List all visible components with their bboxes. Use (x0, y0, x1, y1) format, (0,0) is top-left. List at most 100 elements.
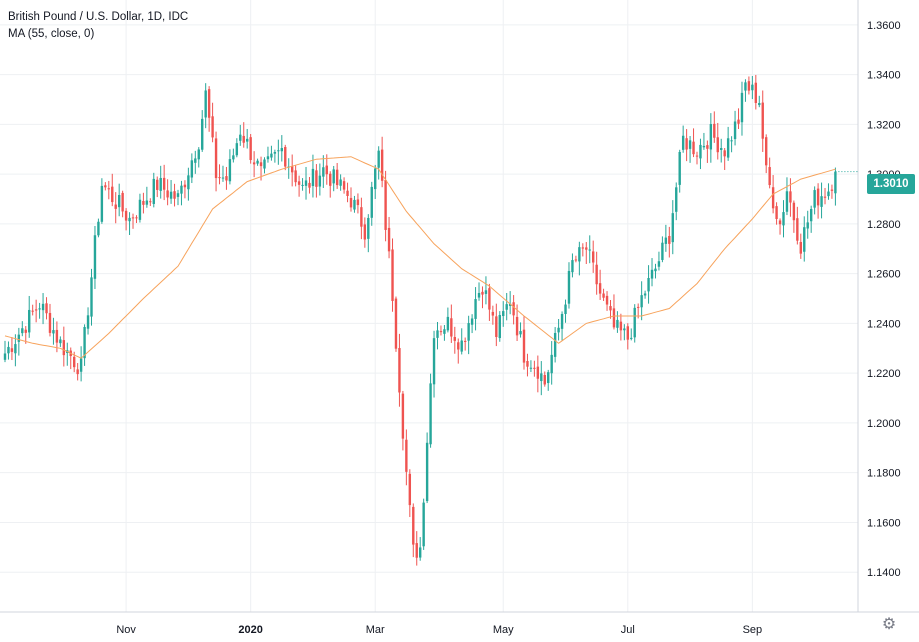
candle-body (318, 175, 322, 187)
candle-body (706, 145, 709, 149)
candle-body (284, 147, 287, 167)
gear-icon[interactable]: ⚙ (881, 616, 897, 633)
price-tick-label: 1.3400 (867, 70, 901, 82)
candle-body (294, 170, 297, 183)
candle-body (650, 269, 654, 279)
candle-body (809, 209, 813, 222)
candle-body (332, 169, 335, 184)
candle-body (636, 306, 640, 308)
candle-body (422, 502, 425, 547)
candle-body (304, 180, 308, 186)
candle-body (232, 155, 235, 160)
candle-body (432, 338, 436, 385)
candle-body (138, 199, 142, 220)
candle-body (709, 124, 713, 150)
candle-body (124, 210, 128, 221)
candle-body (827, 191, 830, 197)
candle-body (97, 221, 100, 236)
candle-body (380, 149, 384, 181)
candle-body (401, 393, 405, 439)
candle-body (775, 206, 778, 220)
candle-body (408, 473, 412, 506)
candle-body (377, 150, 380, 168)
price-tick-label: 1.2600 (867, 269, 901, 281)
candle-body (353, 199, 356, 210)
price-tick-label: 1.3600 (867, 20, 901, 32)
symbol-title[interactable]: British Pound / U.S. Dollar, 1D, IDC (8, 11, 189, 23)
candle-body (176, 193, 180, 197)
candle-body (453, 337, 456, 341)
candle-body (311, 168, 315, 187)
candle-body (602, 293, 605, 298)
candle-body (166, 190, 169, 198)
candle-body (315, 170, 318, 187)
candle-body (713, 123, 716, 138)
candle-body (751, 84, 754, 91)
candle-body (322, 167, 325, 177)
candle-body (578, 247, 581, 262)
candle-body (747, 81, 751, 91)
candle-body (560, 313, 564, 329)
candle-body (633, 307, 636, 338)
candle-body (585, 247, 588, 250)
candle-body (142, 200, 145, 205)
price-axis: 1.1400 1.1600 1.1800 1.2000 1.2200 1.2400 1.26… (867, 20, 901, 579)
candle-body (512, 302, 515, 316)
candle-body (830, 189, 834, 191)
candle-body (505, 304, 508, 310)
candle-body (540, 373, 543, 382)
candle-body (252, 162, 256, 165)
candle-body (79, 358, 83, 372)
candlestick-series (3, 74, 858, 566)
indicator-label[interactable]: MA (55, close, 0) (8, 28, 95, 40)
candle-body (346, 190, 349, 196)
time-tick-label: Sep (743, 624, 763, 636)
candle-body (626, 326, 629, 340)
candle-body (702, 145, 706, 148)
last-price-badge: 1.3010 (867, 174, 915, 194)
candle-body (640, 295, 643, 308)
candle-body (21, 328, 24, 334)
candle-body (24, 329, 27, 333)
candle-body (221, 177, 225, 179)
candle-body (31, 310, 34, 312)
candle-body (83, 326, 86, 359)
candle-body (592, 251, 595, 263)
candle-body (553, 332, 557, 357)
price-tick-label: 1.3200 (867, 119, 901, 131)
candle-body (529, 367, 533, 369)
candle-body (588, 249, 591, 251)
candle-body (754, 82, 758, 103)
candle-body (495, 316, 498, 337)
candle-body (550, 354, 553, 374)
candle-body (671, 213, 674, 243)
candle-body (581, 247, 585, 249)
candle-body (526, 360, 529, 367)
candle-body (678, 151, 681, 185)
candle-body (543, 375, 546, 385)
candle-body (598, 283, 602, 294)
candle-body (661, 242, 664, 260)
candle-body (38, 308, 41, 310)
candle-body (813, 190, 816, 208)
candle-body (647, 277, 650, 292)
candle-body (668, 236, 671, 244)
candle-body (536, 366, 540, 379)
candle-body (488, 288, 491, 310)
candle-body (733, 121, 737, 140)
chart-axes (0, 0, 919, 613)
candle-body (201, 118, 204, 150)
candle-body (695, 155, 699, 157)
candle-body (612, 308, 616, 328)
price-tick-label: 1.1800 (867, 468, 901, 480)
candle-body (270, 153, 273, 158)
candle-body (93, 235, 97, 279)
candle-body (114, 204, 117, 209)
time-tick-label: 2020 (238, 624, 262, 636)
candle-body (249, 137, 252, 160)
candle-body (308, 182, 311, 188)
candle-body (415, 543, 418, 558)
candle-body (256, 160, 259, 164)
candle-body (169, 191, 173, 199)
